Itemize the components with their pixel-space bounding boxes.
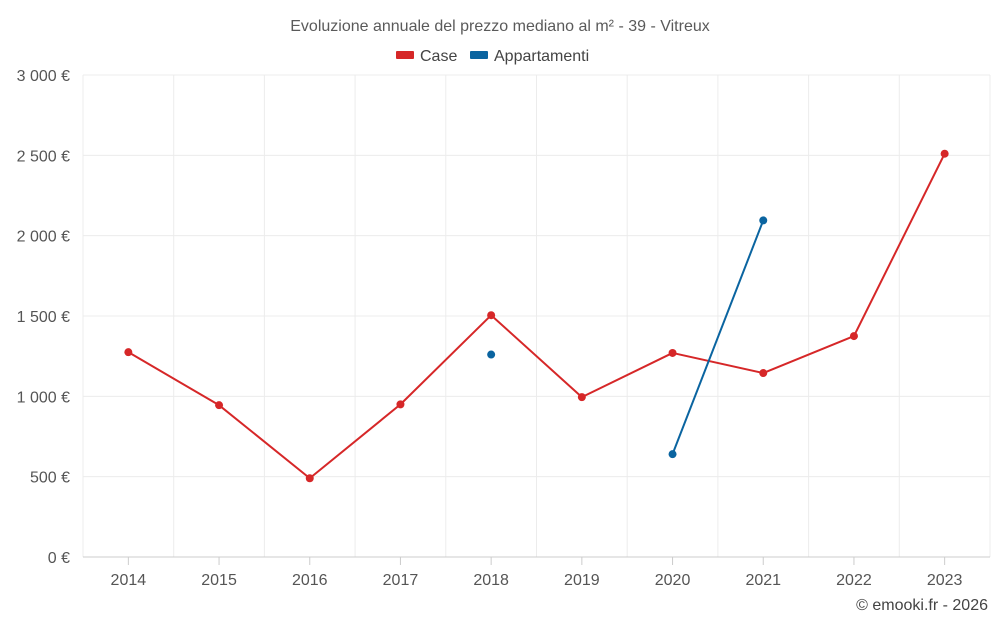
legend-label-appartamenti: Appartamenti	[494, 48, 589, 65]
data-point-appartamenti-2020[interactable]	[668, 450, 677, 459]
x-tick-label: 2021	[745, 572, 781, 589]
data-point-appartamenti-2021[interactable]	[759, 216, 768, 225]
data-point-appartamenti-2018[interactable]	[487, 350, 496, 359]
x-tick-label: 2020	[655, 572, 691, 589]
x-tick-label: 2018	[473, 572, 509, 589]
credit-text: © emooki.fr - 2026	[856, 597, 988, 614]
data-point-case-2016[interactable]	[305, 474, 314, 483]
legend-item-case[interactable]: Case	[396, 48, 457, 65]
data-point-case-2014[interactable]	[124, 348, 133, 357]
legend-swatch-appartamenti	[470, 51, 488, 59]
legend: Case Appartamenti	[396, 48, 589, 65]
x-tick-label: 2022	[836, 572, 872, 589]
x-tick-label: 2014	[111, 572, 147, 589]
y-tick-label: 0 €	[48, 550, 70, 567]
data-point-case-2020[interactable]	[668, 348, 677, 357]
legend-item-appartamenti[interactable]: Appartamenti	[470, 48, 589, 65]
series-appartamenti	[487, 216, 768, 459]
axes: 0 € 500 € 1 000 € 1 500 € 2 000 € 2 500 € 3 00…	[17, 68, 990, 589]
y-tick-label: 1 500 €	[17, 309, 70, 326]
data-point-case-2022[interactable]	[849, 332, 858, 341]
data-point-case-2023[interactable]	[940, 149, 949, 158]
legend-swatch-case	[396, 51, 414, 59]
series-case	[124, 149, 949, 483]
data-point-case-2015[interactable]	[215, 401, 224, 410]
y-tick-label: 1 000 €	[17, 389, 70, 406]
x-tick-label: 2016	[292, 572, 328, 589]
series-line-appartamenti	[671, 220, 765, 455]
data-point-case-2017[interactable]	[396, 400, 405, 409]
x-tick-label: 2019	[564, 572, 600, 589]
x-tick-label: 2015	[201, 572, 237, 589]
series	[124, 149, 949, 483]
data-point-case-2021[interactable]	[759, 369, 768, 378]
y-tick-label: 500 €	[30, 470, 70, 487]
grid	[82, 74, 991, 557]
x-tick-label: 2017	[383, 572, 419, 589]
x-tick-label: 2023	[927, 572, 963, 589]
y-tick-label: 2 500 €	[17, 148, 70, 165]
legend-label-case: Case	[420, 48, 457, 65]
series-line-case	[127, 153, 946, 480]
y-tick-label: 2 000 €	[17, 229, 70, 246]
chart-title: Evoluzione annuale del prezzo mediano al…	[290, 18, 710, 35]
data-point-case-2018[interactable]	[487, 311, 496, 320]
data-point-case-2019[interactable]	[577, 393, 586, 402]
y-tick-label: 3 000 €	[17, 68, 70, 85]
